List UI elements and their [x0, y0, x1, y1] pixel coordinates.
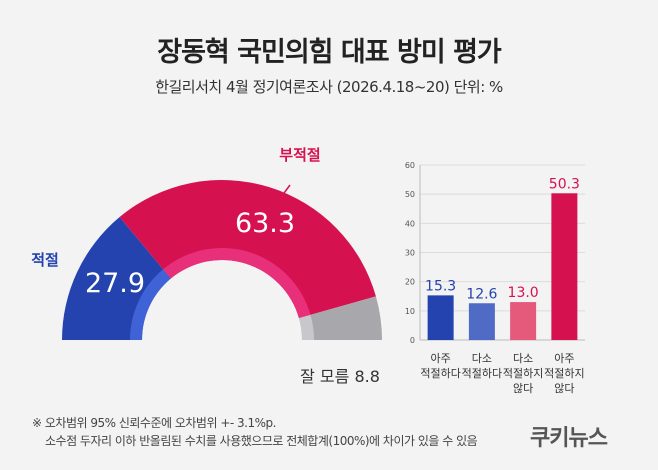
y-tick-label: 60 — [405, 161, 415, 170]
bar — [551, 193, 578, 340]
donut-slice-inner-band — [163, 248, 311, 319]
y-tick-label: 10 — [405, 307, 415, 316]
y-tick-label: 40 — [405, 219, 415, 228]
x-tick-label: 적절하다 — [462, 366, 502, 380]
y-tick-label: 30 — [405, 249, 415, 258]
x-tick-label: 다소 — [472, 352, 492, 365]
slice-value-label: 63.3 — [235, 208, 295, 239]
slice-value-label: 27.9 — [85, 268, 145, 299]
donut-slice — [119, 180, 376, 319]
bar-value-label: 13.0 — [508, 285, 539, 301]
bar — [510, 302, 537, 340]
x-tick-label: 적절하지 — [503, 366, 543, 380]
slice-label: 잘 모름 8.8 — [300, 367, 380, 386]
x-tick-label: 아주 — [554, 352, 574, 365]
donut-slice-inner-band — [298, 314, 314, 340]
footnote: ※ 오차범위 95% 신뢰수준에 오차범위 +- 3.1%p. — [32, 416, 276, 430]
logo: 쿠키뉴스 — [530, 426, 608, 451]
x-tick-label: 적절하지 — [544, 366, 584, 380]
leader-line — [269, 184, 291, 213]
x-tick-label: 않다 — [554, 382, 574, 395]
x-tick-label: 적절하다 — [420, 366, 460, 380]
slice-name-label: 부적절 — [279, 146, 320, 164]
bar-value-label: 15.3 — [425, 278, 456, 294]
donut-slice-inner-band — [130, 269, 171, 340]
y-tick-label: 50 — [405, 190, 415, 199]
chart-title: 장동혁 국민의힘 대표 방미 평가 — [157, 37, 502, 68]
x-tick-label: 않다 — [513, 382, 533, 395]
footnote: 소수점 두자리 이하 반올림된 수치를 사용했으므로 전체합계(100%)에 차… — [45, 434, 478, 448]
donut-slice — [298, 296, 382, 340]
bar-value-label: 50.3 — [549, 176, 580, 192]
y-tick-label: 0 — [410, 336, 415, 345]
slice-name-label: 적절 — [31, 251, 59, 269]
y-tick-label: 20 — [405, 278, 415, 287]
x-tick-label: 다소 — [513, 352, 533, 365]
bar — [468, 303, 495, 340]
chart-subtitle: 한길리서치 4월 정기여론조사 (2026.4.18~20) 단위: % — [155, 78, 503, 96]
bar — [427, 295, 454, 340]
bar-value-label: 12.6 — [466, 286, 497, 302]
x-tick-label: 아주 — [431, 352, 451, 365]
